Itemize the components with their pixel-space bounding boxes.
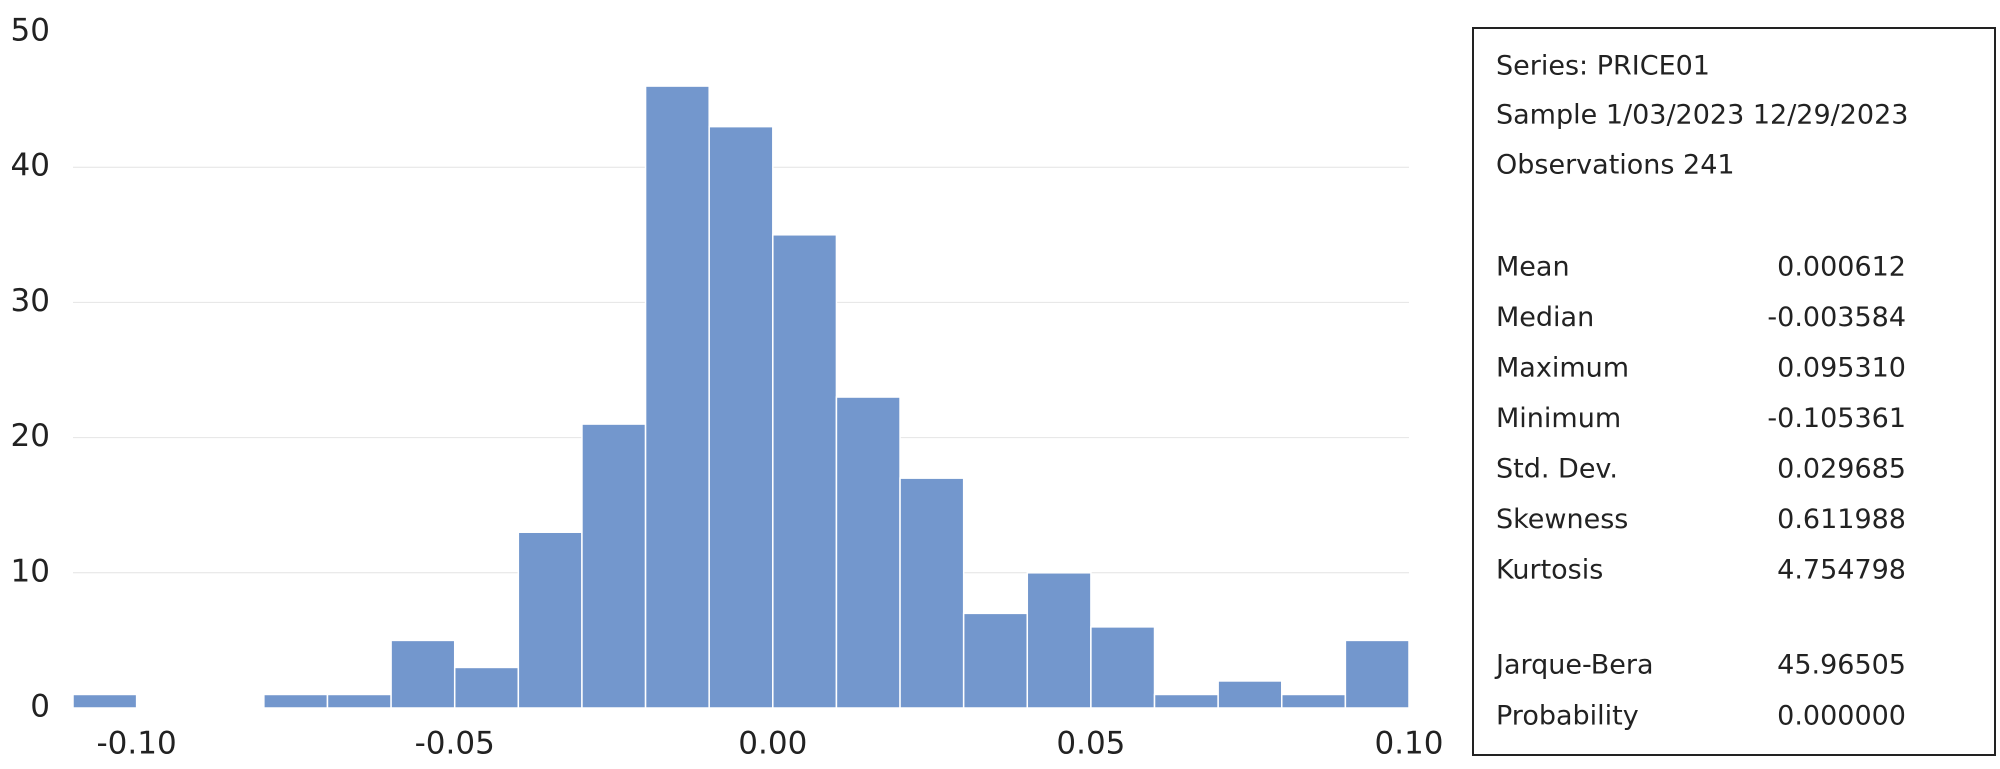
x-tick-label: -0.05 (415, 726, 495, 762)
y-tick-label: 20 (11, 418, 50, 454)
bar (708, 125, 774, 709)
bar (72, 693, 138, 709)
bar (1026, 572, 1092, 709)
y-tick-label: 0 (30, 689, 50, 725)
stat-value: 0.029685 (1777, 454, 1906, 485)
bar (1217, 680, 1283, 709)
x-tick-label: 0.00 (738, 726, 807, 762)
bar (772, 234, 838, 709)
stat-name: Minimum (1496, 403, 1621, 434)
sample-label: Sample 1/03/2023 12/29/2023 (1496, 100, 1908, 131)
stat-value: 0.000612 (1777, 252, 1906, 283)
stat-value: 0.095310 (1777, 353, 1906, 384)
stat-name: Median (1496, 302, 1594, 333)
stat-value: 0.611988 (1777, 504, 1906, 535)
observations-label: Observations 241 (1496, 150, 1735, 181)
stat-value: 4.754798 (1777, 555, 1906, 586)
bar (390, 639, 456, 709)
series-label: Series: PRICE01 (1496, 51, 1710, 82)
stat-name: Mean (1496, 252, 1570, 283)
bar (1344, 639, 1410, 709)
x-tick-label: -0.10 (97, 726, 177, 762)
stat-value: -0.105361 (1767, 403, 1906, 434)
stat-value: -0.003584 (1767, 302, 1906, 333)
bar (453, 666, 520, 709)
y-tick-label: 50 (11, 13, 50, 49)
stats-box (1472, 27, 1996, 756)
y-tick-label: 30 (11, 283, 50, 319)
stat-name: Kurtosis (1496, 555, 1603, 586)
bar (1090, 626, 1156, 709)
bar (644, 85, 710, 709)
bar (962, 612, 1029, 709)
y-tick-label: 40 (11, 148, 50, 184)
bar (1281, 693, 1347, 709)
test-name: Jarque-Bera (1494, 650, 1654, 681)
x-tick-label: 0.10 (1374, 726, 1443, 762)
bar (263, 693, 329, 709)
test-value: 0.000000 (1777, 701, 1906, 732)
bar (326, 693, 392, 709)
y-tick-label: 10 (11, 553, 50, 589)
stat-name: Maximum (1496, 353, 1629, 384)
bar (581, 423, 647, 709)
bar (517, 531, 583, 709)
x-tick-label: 0.05 (1056, 726, 1125, 762)
bar (835, 396, 901, 709)
stat-name: Skewness (1496, 504, 1628, 535)
bar (899, 477, 965, 709)
stat-name: Std. Dev. (1496, 454, 1618, 485)
test-name: Probability (1496, 701, 1639, 732)
test-value: 45.96505 (1777, 650, 1906, 681)
bar (1153, 693, 1219, 709)
